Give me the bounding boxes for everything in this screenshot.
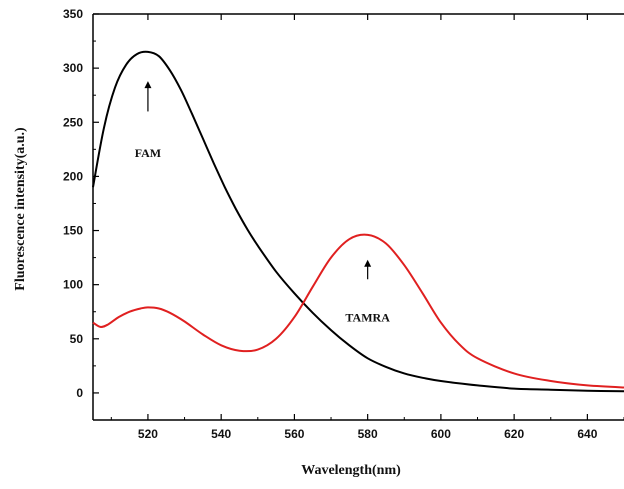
y-axis-label: Fluorescence intensity(a.u.) [13,127,28,291]
x-tick-label: 600 [431,427,451,441]
series-layer [92,50,624,393]
x-tick-label: 560 [284,427,304,441]
y-tick-label: 150 [63,224,83,238]
x-axis-label: Wavelength(nm) [301,463,401,478]
annotation-label: TAMRA [345,310,390,324]
y-tick-label: 350 [63,7,83,21]
y-tick-label: 300 [63,61,83,75]
y-tick-label: 200 [63,169,83,183]
plot-frame [92,13,624,421]
annotation-arrowhead [144,81,152,89]
annotation-arrowhead [364,259,372,267]
annotation-label: FAM [135,146,161,160]
annotation-layer: FAM TAMRA [135,81,390,324]
x-tick-label: 640 [577,427,597,441]
y-axis-ticks: 0 50 100 150 200 250 300 350 [63,7,99,421]
x-axis-ticks: 520 540 560 580 600 620 640 [110,14,624,441]
x-tick-label: 620 [504,427,524,441]
fam-emission-curve [92,50,624,393]
x-tick-label: 580 [358,427,378,441]
x-tick-label: 540 [211,427,231,441]
tamra-emission-curve [92,233,624,389]
x-tick-label: 520 [138,427,158,441]
y-tick-label: 250 [63,115,83,129]
y-tick-label: 0 [76,386,83,400]
y-tick-label: 100 [63,278,83,292]
y-tick-label: 50 [70,332,84,346]
